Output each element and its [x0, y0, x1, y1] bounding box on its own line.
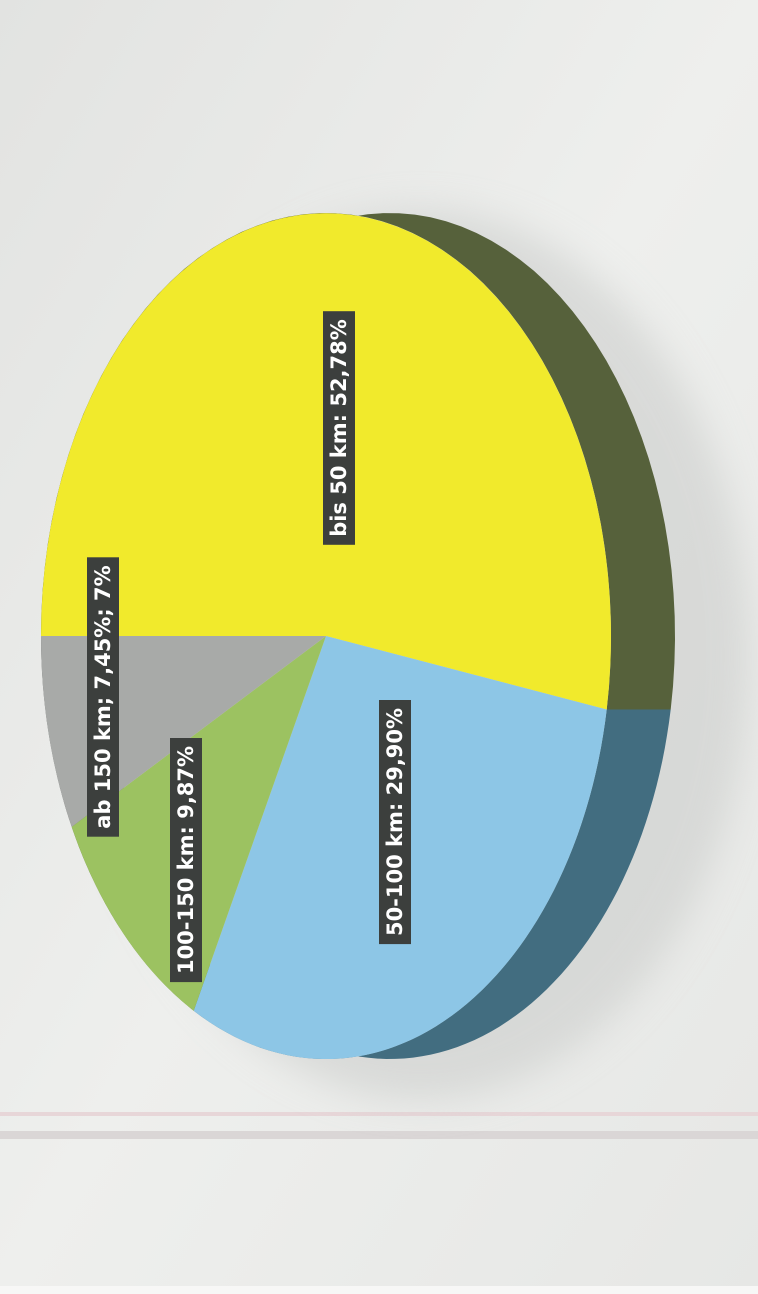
paper-edge: [0, 1286, 758, 1294]
scan-line-bottom: [0, 1131, 758, 1139]
slice-label-box-bis-50-km: [323, 311, 355, 545]
slice-label-ab-150-km: ab 150 km; 7,45%; 7%: [87, 557, 119, 837]
slice-label-text-50-100-km: 50-100 km: 29,90%: [383, 708, 407, 936]
scan-line-top: [0, 1112, 758, 1116]
slice-label-text-100-150-km: 100-150 km: 9,87%: [174, 746, 198, 974]
slice-label-text-bis-50-km: bis 50 km: 52,78%: [327, 319, 351, 537]
slice-label-text-ab-150-km: ab 150 km; 7,45%; 7%: [91, 565, 115, 828]
pie-side-50-100-km: [193, 709, 671, 1059]
pie-labels: bis 50 km: 52,78% 50-100 km: 29,90% 100-15…: [87, 311, 411, 983]
slice-label-box-ab-150-km: [87, 557, 119, 837]
slice-label-50-100-km: 50-100 km: 29,90%: [379, 699, 411, 945]
pie-side-bis-50-km: [41, 213, 675, 710]
slice-label-box-100-150-km: [170, 737, 202, 983]
slice-label-bis-50-km: bis 50 km: 52,78%: [323, 311, 355, 545]
slice-label-box-50-100-km: [379, 699, 411, 945]
slice-label-100-150-km: 100-150 km: 9,87%: [170, 737, 202, 983]
